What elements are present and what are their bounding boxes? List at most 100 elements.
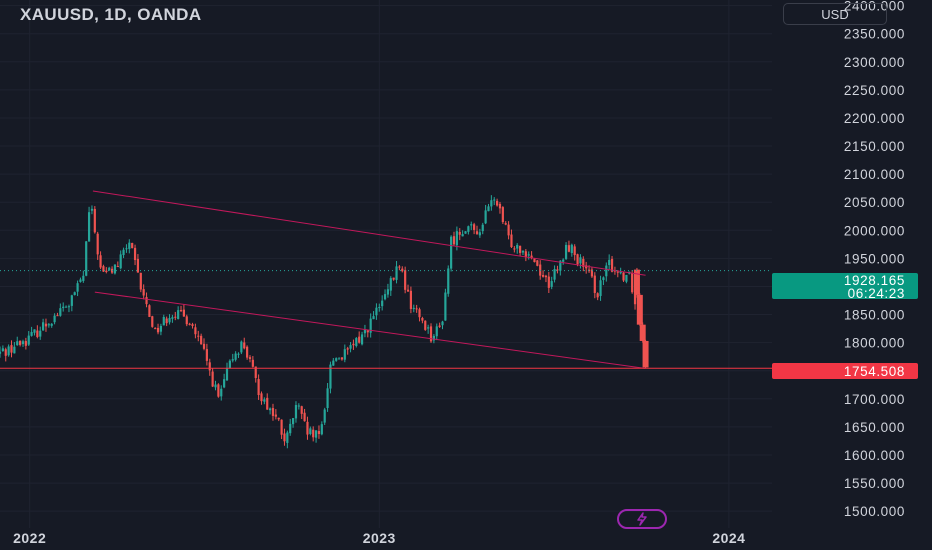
candle-body [306, 421, 309, 435]
candle-body [148, 305, 151, 317]
candle-body [125, 248, 128, 250]
candle-body [475, 231, 479, 234]
candle-body [608, 259, 611, 265]
candle-body [214, 384, 217, 388]
candle-body [409, 290, 413, 309]
candle-body [188, 323, 191, 325]
candle-body [108, 267, 111, 271]
candle-body [96, 233, 99, 255]
current-price-label: 1928.165 [844, 273, 905, 288]
candle-body [559, 260, 562, 271]
candle-body [73, 292, 76, 295]
y-tick-label: 2300.000 [844, 55, 905, 70]
candle-body [412, 307, 415, 309]
time-axis[interactable]: 2022 2023 2024 [13, 530, 745, 546]
candle-body [257, 379, 260, 396]
candle-body [360, 334, 364, 345]
candle-body [33, 329, 36, 333]
candle-body [585, 265, 588, 269]
candle-body [90, 208, 94, 211]
candle-body [556, 269, 559, 271]
y-tick-label: 1850.000 [844, 308, 905, 323]
candle-body [372, 316, 375, 320]
candle-body [254, 366, 257, 378]
candle-body [136, 258, 140, 273]
candle-body [458, 231, 461, 235]
candle-body [234, 353, 237, 360]
trend-channel-line [92, 190, 646, 276]
candle-body [314, 430, 318, 438]
candles [0, 195, 649, 449]
y-tick-label: 2350.000 [844, 27, 905, 42]
candle-body [162, 316, 165, 326]
price-axis[interactable]: 2400.0002350.0002300.0002250.0002200.000… [844, 0, 905, 519]
candle-body [478, 232, 481, 236]
candle-body [386, 289, 390, 295]
candle-body [605, 265, 608, 277]
candle-body [516, 244, 519, 249]
candle-body [536, 260, 539, 266]
candle-body [633, 269, 640, 295]
candle-body [286, 432, 289, 443]
y-tick-label: 2150.000 [844, 139, 905, 154]
y-tick-label: 2050.000 [844, 195, 905, 210]
candle-body [223, 379, 226, 388]
candle-body [450, 236, 453, 269]
candle-body [389, 278, 392, 291]
candle-body [587, 269, 591, 272]
candle-body [165, 318, 168, 324]
candle-body [355, 338, 358, 346]
candle-body [579, 257, 582, 264]
candle-body [159, 325, 163, 332]
candle-body [82, 275, 85, 281]
candle-body [197, 335, 200, 337]
candle-body [539, 264, 542, 276]
candle-body [47, 324, 50, 326]
candle-body [467, 226, 470, 232]
candle-body [133, 247, 137, 261]
candle-body [220, 388, 223, 397]
candle-body [487, 206, 490, 212]
candle-body [530, 255, 533, 259]
candle-body [294, 405, 298, 419]
candle-body [122, 249, 125, 256]
candle-body [349, 345, 352, 349]
currency-button[interactable]: USD [783, 3, 887, 25]
candle-body [444, 292, 447, 321]
candle-body [225, 368, 229, 381]
candle-body [85, 241, 88, 276]
flash-button[interactable] [617, 509, 667, 529]
y-tick-label: 1600.000 [844, 448, 905, 463]
candle-body [139, 272, 142, 290]
candle-body [208, 362, 211, 371]
candle-body [174, 316, 177, 318]
candle-body [142, 289, 145, 296]
candle-body [36, 330, 39, 337]
candle-body [93, 208, 96, 233]
candle-body [427, 327, 430, 329]
candle-body [16, 341, 19, 346]
candle-body [274, 414, 277, 417]
candle-body [392, 277, 395, 280]
candle-body [231, 359, 234, 361]
candle-body [498, 203, 502, 209]
candle-body [289, 423, 292, 434]
candle-body [67, 306, 71, 308]
candle-body [521, 250, 525, 253]
candle-body [404, 270, 407, 290]
candle-body [39, 330, 42, 337]
candle-body [248, 357, 252, 359]
candle-body [205, 349, 208, 361]
candle-body [398, 266, 401, 268]
y-tick-label: 1500.000 [844, 504, 905, 519]
candle-body [320, 424, 323, 435]
candle-body [303, 412, 306, 422]
candle-body [266, 397, 269, 410]
candle-body [116, 266, 119, 268]
candle-body [363, 329, 367, 334]
candle-body [513, 248, 516, 250]
candle-body [582, 258, 585, 267]
candle-body [481, 224, 484, 232]
